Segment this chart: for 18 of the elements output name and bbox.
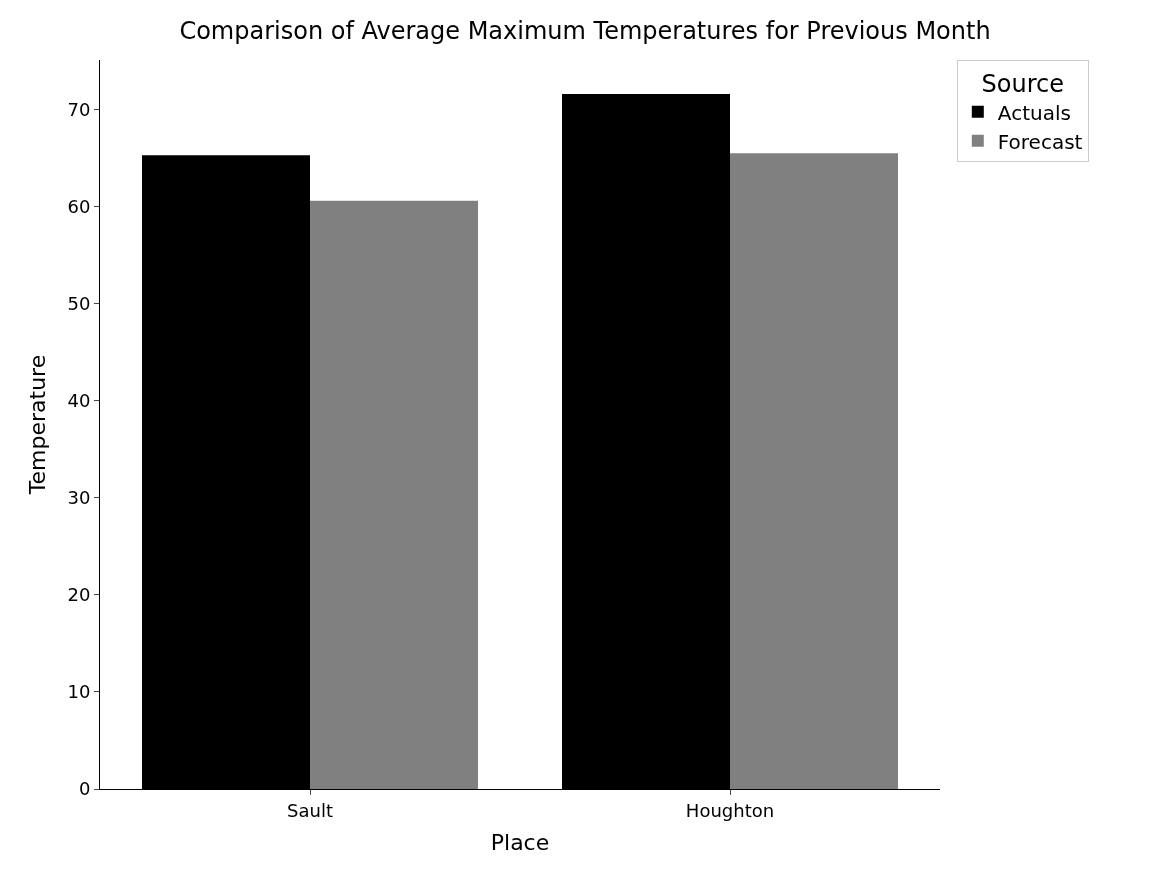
y-tick-label: 50 — [67, 292, 91, 314]
y-tick-label: 70 — [67, 98, 91, 120]
y-tick-label: 40 — [67, 390, 91, 412]
x-axis-title: Place — [490, 830, 550, 856]
bar — [310, 200, 478, 789]
bar — [730, 153, 898, 789]
y-tick-label: 30 — [67, 487, 91, 509]
x-tick-label: Sault — [287, 799, 333, 821]
y-tick-label: 20 — [67, 584, 91, 606]
y-tick-label: 10 — [67, 681, 91, 703]
y-axis-title: Temperature — [25, 354, 51, 496]
legend-label: Forecast — [997, 129, 1083, 154]
x-tick-label: Houghton — [685, 799, 775, 821]
y-tick-label: 60 — [67, 195, 91, 217]
chart-title: Comparison of Average Maximum Temperatures for Previous Month — [179, 16, 991, 45]
legend-label: Actuals — [997, 100, 1071, 125]
y-tick-label: 0 — [78, 778, 91, 800]
legend-title: Source — [981, 70, 1065, 99]
